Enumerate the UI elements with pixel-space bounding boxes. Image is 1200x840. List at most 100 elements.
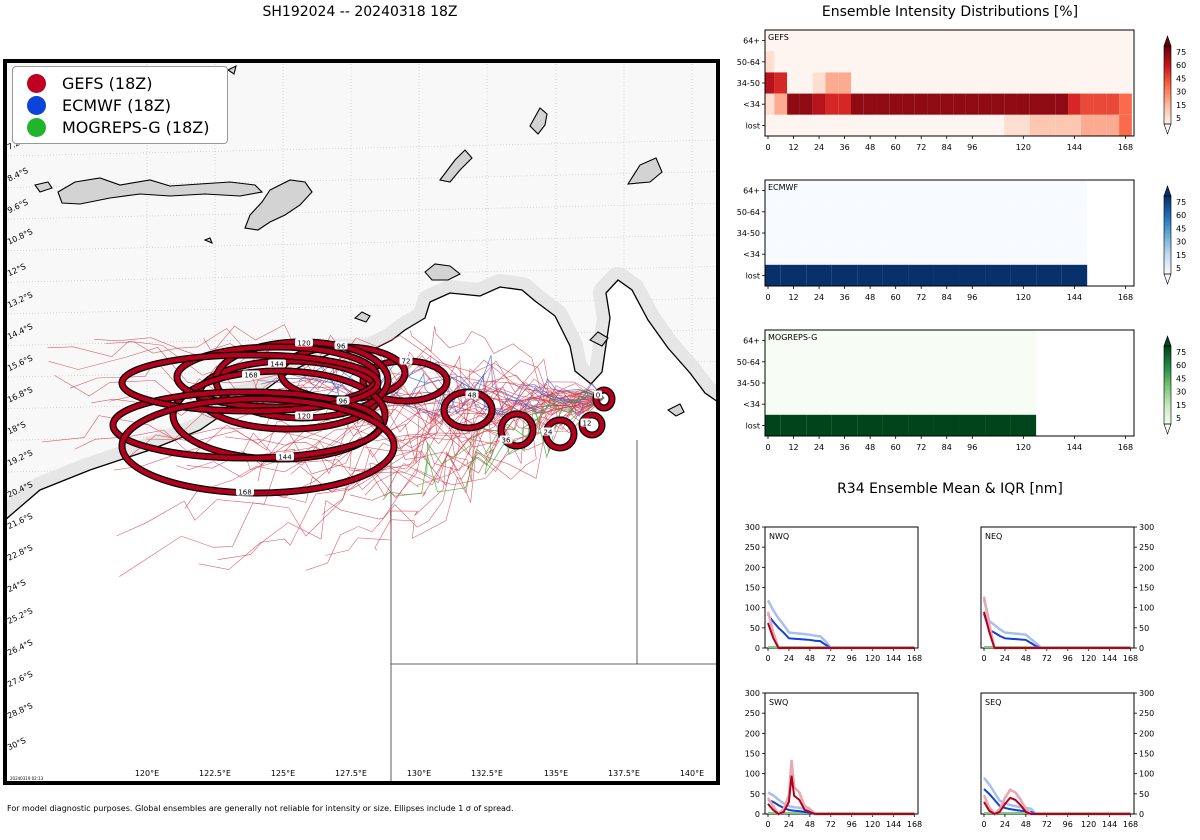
heatmap-cell [985, 372, 1011, 394]
heatmap-cell [978, 51, 992, 73]
heatmap-cell [908, 351, 934, 373]
heatmap-cell [1004, 114, 1017, 136]
heatmap-cell [1061, 201, 1088, 223]
legend-marker-gefs [27, 73, 46, 93]
r34-x-tick: 168 [907, 654, 922, 663]
heatmap-cell [889, 51, 903, 73]
heatmap-y-tick: 34-50 [737, 229, 760, 238]
heatmap-cell [882, 201, 909, 223]
colorbar-tick: 45 [1176, 74, 1186, 83]
heatmap-cell [953, 51, 966, 73]
heatmap-cell [940, 72, 954, 94]
ellipse-label-bg [594, 390, 602, 399]
heatmap-cell [1119, 51, 1132, 73]
heatmap-cell [799, 93, 813, 115]
heatmap-cell [1055, 72, 1069, 94]
track-line [224, 389, 605, 446]
colorbar-tick: 60 [1176, 211, 1186, 220]
legend-item-ecmwf: ECMWF (18Z) [27, 94, 171, 116]
heatmap-cell [831, 372, 858, 394]
ellipse-hour-label: 168 [238, 489, 251, 497]
heatmap-cell [908, 201, 934, 223]
r34-y-tick: 300 [745, 523, 760, 532]
heatmap-x-tick: 60 [891, 443, 901, 452]
heatmap-panel-label: ECMWF [768, 183, 798, 192]
heatmap-cell [908, 243, 934, 265]
heatmap-x-tick: 72 [916, 293, 926, 302]
heatmap-cell [927, 72, 941, 94]
heatmap-y-tick: 64+ [743, 37, 760, 46]
heatmap-x-tick: 24 [814, 293, 824, 302]
heatmap-cell [985, 222, 1011, 244]
heatmap-cell [780, 201, 807, 223]
heatmap-y-tick: lost [746, 121, 760, 130]
lon-label: 122.5°E [199, 769, 231, 778]
heatmap-cell [1061, 180, 1088, 202]
heatmap-cell [876, 114, 890, 136]
heatmap-x-tick: 0 [765, 143, 770, 152]
colorbar-tick: 15 [1176, 101, 1186, 110]
heatmap-cell [876, 30, 890, 52]
r34-y-tick: 100 [745, 770, 760, 779]
ellipse-hour-label: 24 [544, 429, 553, 437]
heatmap-cell [959, 351, 986, 373]
heatmap-cell [902, 30, 915, 52]
heatmap-x-tick: 12 [788, 443, 798, 452]
r34-mean-line-gefs [983, 796, 1131, 816]
heatmap-cell [799, 30, 813, 52]
r34-x-tick: 168 [1123, 820, 1138, 829]
heatmap-panel-gefs: GEFS 64+ 50-64 34-50 <34 lost 0 12 24 36 48 60 72 84 9… [737, 29, 1186, 152]
heatmap-y-tick: <34 [743, 100, 760, 109]
track-line [119, 397, 605, 577]
heatmap-y-tick: lost [746, 271, 760, 280]
r34-x-tick: 24 [1000, 820, 1010, 829]
heatmap-cell [889, 114, 903, 136]
heatmap-cell [806, 201, 832, 223]
track-line [217, 397, 605, 560]
heatmap-cell [991, 93, 1005, 115]
heatmap-cell [1119, 30, 1132, 52]
heatmap-cell [806, 243, 832, 265]
lon-label: 132.5°E [471, 769, 503, 778]
heatmap-x-tick: 168 [1118, 143, 1133, 152]
colorbar: 75 60 45 30 15 5 [1163, 335, 1186, 435]
heatmap-cell [774, 72, 788, 94]
heatmap-cell [933, 351, 960, 373]
heatmap-cell [1061, 243, 1088, 265]
heatmap-cell [799, 72, 813, 94]
heatmap-cell [978, 114, 992, 136]
heatmap-x-tick: 96 [967, 293, 977, 302]
map-frame [3, 59, 720, 785]
heatmap-cell [1042, 93, 1056, 115]
ellipse-hour-label: 96 [339, 398, 348, 406]
heatmap-cell [965, 51, 979, 73]
heatmap-cell [1106, 72, 1120, 94]
heatmap-x-tick: 84 [942, 143, 952, 152]
r34-y-tick: 50 [750, 624, 760, 633]
map-land [5, 64, 718, 783]
heatmap-cell [806, 393, 832, 415]
heatmap-cell [908, 222, 934, 244]
heatmap-cell [850, 114, 864, 136]
lon-label: 140°E [680, 769, 704, 778]
heatmap-cell [1016, 114, 1030, 136]
heatmap-cell [838, 72, 851, 94]
legend-item-mogreps: MOGREPS-G (18Z) [27, 116, 209, 138]
heatmap-cell [1119, 93, 1132, 115]
heatmap-x-tick: 120 [1016, 443, 1031, 452]
r34-x-tick: 72 [826, 820, 836, 829]
heatmap-cell [831, 243, 858, 265]
ellipse-hour-label: 0 [596, 392, 600, 400]
lon-label: 125°E [271, 769, 295, 778]
r34-x-tick: 72 [1042, 654, 1052, 663]
heatmap-cell [1036, 264, 1062, 286]
heatmap-cell [1010, 393, 1037, 415]
heatmap-cell [1068, 30, 1081, 52]
colorbar-tick: 5 [1176, 264, 1181, 273]
heatmap-cell [1036, 222, 1062, 244]
r34-x-tick: 24 [784, 654, 794, 663]
heatmap-cell [882, 372, 909, 394]
r34-x-tick: 120 [865, 820, 880, 829]
legend-label-ecmwf: ECMWF (18Z) [62, 95, 171, 115]
